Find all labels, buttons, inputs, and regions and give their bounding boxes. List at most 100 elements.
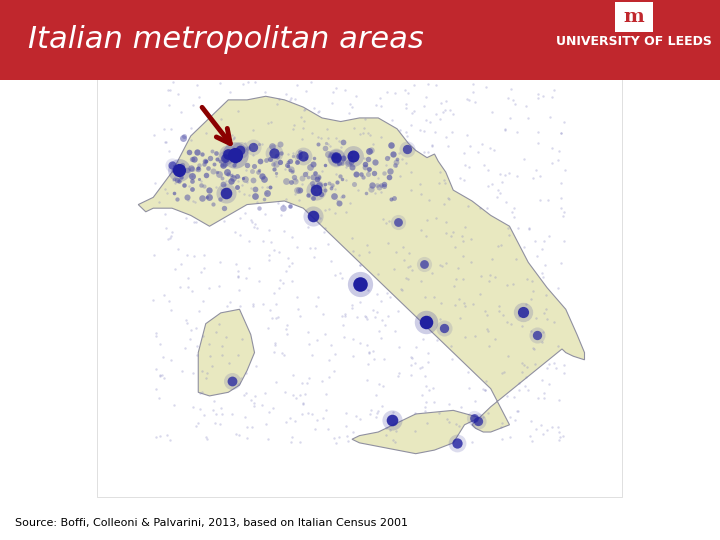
- Point: [302, 328, 314, 336]
- Point: [248, 143, 259, 151]
- Point: [351, 412, 362, 421]
- Point: [195, 267, 207, 276]
- Point: [444, 106, 456, 114]
- Point: [354, 280, 365, 288]
- Point: [495, 170, 506, 178]
- Point: [302, 409, 313, 417]
- Point: [539, 394, 550, 402]
- Point: [284, 166, 295, 174]
- Point: [286, 233, 297, 241]
- Point: [532, 94, 544, 103]
- Point: [175, 108, 186, 117]
- Point: [337, 175, 348, 184]
- Point: [459, 333, 471, 341]
- Point: [363, 349, 374, 357]
- Point: [487, 255, 498, 264]
- Point: [509, 415, 521, 424]
- Point: [368, 355, 379, 363]
- Point: [315, 180, 327, 189]
- Point: [188, 252, 199, 260]
- Point: [297, 135, 308, 144]
- Point: [317, 310, 328, 319]
- Bar: [97, 71, 622, 497]
- Point: [243, 191, 255, 199]
- Point: [228, 133, 240, 142]
- Point: [293, 151, 305, 160]
- Point: [521, 363, 532, 372]
- Point: [294, 437, 305, 446]
- Point: [418, 148, 430, 157]
- Point: [459, 149, 470, 158]
- Point: [158, 125, 170, 133]
- Point: [472, 416, 483, 425]
- Point: [166, 227, 178, 236]
- Point: [393, 148, 405, 157]
- Point: [536, 268, 547, 277]
- Point: [426, 140, 438, 149]
- Point: [535, 421, 546, 430]
- Point: [158, 291, 170, 300]
- Point: [343, 437, 354, 445]
- Point: [321, 125, 333, 134]
- Point: [207, 406, 219, 414]
- Point: [307, 212, 319, 221]
- Point: [232, 172, 243, 181]
- Point: [460, 161, 472, 170]
- Point: [163, 146, 175, 155]
- Point: [276, 348, 288, 357]
- Point: [228, 134, 239, 143]
- Point: [215, 157, 226, 166]
- Point: [312, 416, 323, 424]
- Point: [222, 150, 234, 158]
- Point: [204, 185, 215, 194]
- Point: [386, 141, 397, 150]
- Point: [220, 333, 231, 341]
- Point: [281, 325, 292, 334]
- Point: [389, 437, 400, 446]
- Point: [199, 157, 211, 165]
- Point: [449, 282, 460, 291]
- Point: [238, 174, 249, 183]
- Point: [339, 86, 351, 94]
- Point: [333, 199, 344, 207]
- Point: [369, 313, 381, 321]
- Point: [386, 416, 397, 425]
- Point: [166, 231, 177, 240]
- Point: [347, 427, 359, 436]
- Point: [185, 123, 197, 132]
- Point: [168, 166, 179, 174]
- Point: [454, 295, 465, 303]
- Point: [499, 125, 510, 134]
- Point: [287, 124, 299, 133]
- Point: [391, 427, 402, 435]
- Point: [192, 419, 204, 428]
- Point: [406, 354, 418, 362]
- Point: [174, 177, 185, 185]
- Point: [235, 374, 247, 382]
- Point: [525, 416, 536, 425]
- Point: [372, 269, 384, 278]
- Point: [372, 180, 383, 189]
- Point: [358, 153, 369, 162]
- Point: [415, 276, 426, 285]
- Point: [550, 364, 562, 373]
- Point: [451, 438, 462, 447]
- Point: [336, 312, 348, 320]
- Point: [449, 301, 461, 309]
- Point: [472, 148, 484, 157]
- Point: [468, 412, 480, 421]
- Point: [333, 159, 344, 167]
- Point: [269, 339, 280, 347]
- Point: [343, 109, 355, 117]
- Point: [481, 377, 492, 386]
- Point: [234, 146, 246, 155]
- Point: [225, 298, 236, 306]
- Point: [181, 319, 193, 327]
- Point: [354, 280, 365, 288]
- Point: [313, 173, 325, 181]
- Point: [312, 133, 323, 142]
- Point: [294, 148, 305, 157]
- Point: [409, 427, 420, 435]
- Point: [503, 93, 514, 102]
- Point: [532, 394, 544, 402]
